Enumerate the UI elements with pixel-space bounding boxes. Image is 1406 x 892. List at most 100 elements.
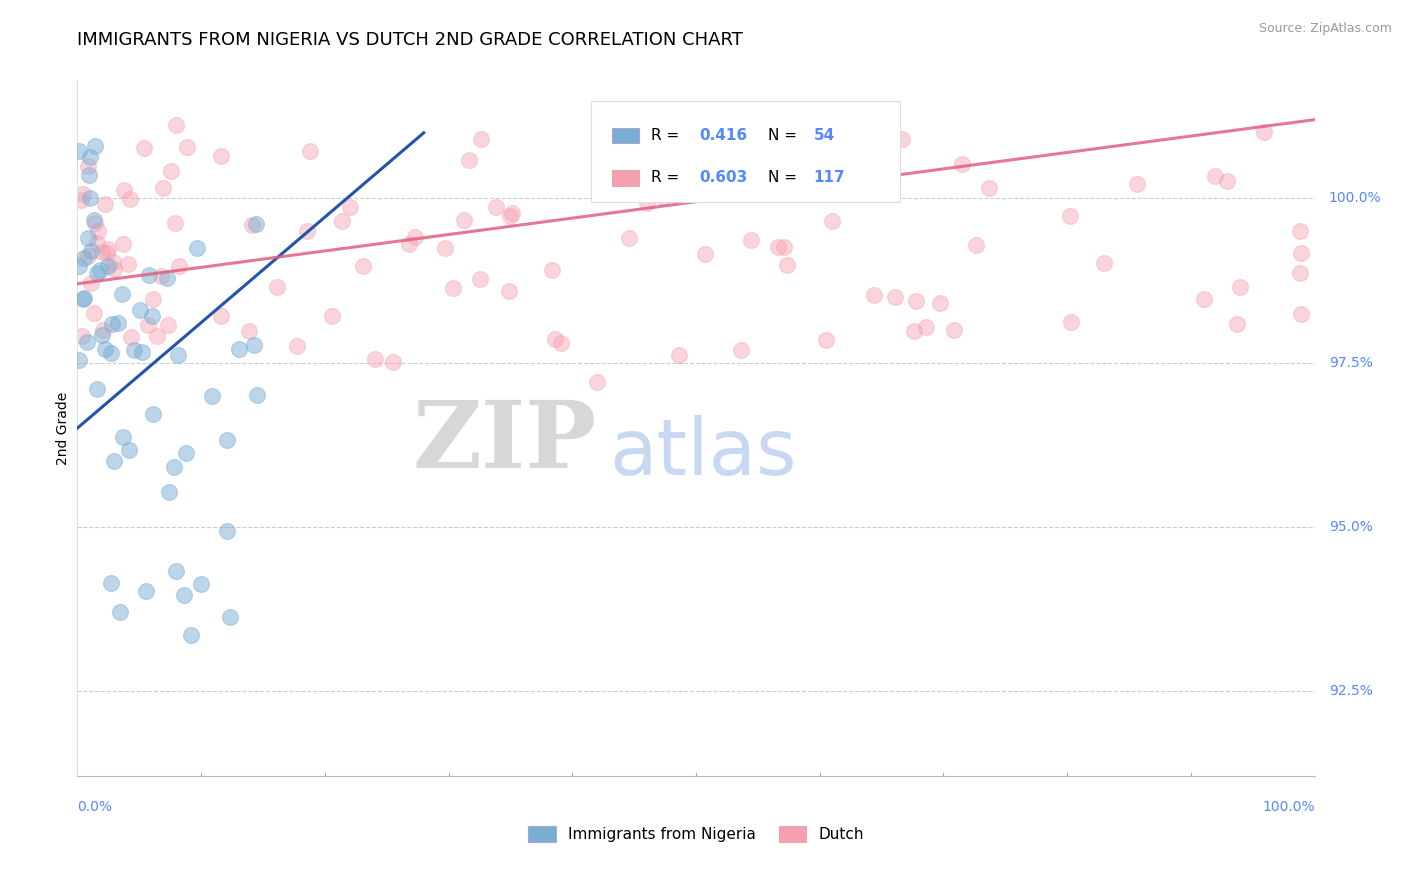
Point [152,180,174,194]
Text: R =: R = [651,128,685,143]
Text: 0.416: 0.416 [700,128,748,143]
Point [131,345,153,359]
Point [97,260,120,274]
Point [285,339,308,353]
Text: 97.5%: 97.5% [1329,356,1372,369]
Point [83,306,105,320]
Point [118,443,141,458]
Point [96,245,118,260]
Point [70,193,93,207]
Point [1059,209,1081,223]
Point [73,291,96,305]
Point [950,157,973,171]
Point [174,445,197,459]
Point [90,327,112,342]
Point [652,190,675,204]
Point [246,388,269,402]
Point [135,583,157,598]
Point [112,183,135,197]
Point [190,577,212,591]
Point [636,195,658,210]
Point [132,141,155,155]
Point [1126,178,1149,192]
Point [1092,256,1115,270]
Point [157,318,180,332]
Point [766,240,789,254]
Point [457,153,479,168]
FancyBboxPatch shape [591,101,900,202]
Point [122,343,145,357]
Point [100,575,122,590]
Point [586,375,609,389]
Text: 100.0%: 100.0% [1329,192,1381,205]
Point [86,236,108,251]
Point [266,279,288,293]
Point [298,145,321,159]
Point [150,269,173,284]
Point [965,238,987,252]
Point [245,217,267,231]
Point [173,588,195,602]
Point [176,140,198,154]
Point [1204,169,1226,183]
Point [93,323,115,337]
Point [541,262,564,277]
Point [501,205,523,219]
Point [67,260,90,274]
Point [773,240,796,254]
Point [1289,307,1312,321]
Text: 92.5%: 92.5% [1329,683,1372,698]
Point [382,355,405,369]
Point [70,329,93,343]
Point [209,149,232,163]
Text: N =: N = [768,170,801,186]
Point [364,352,387,367]
Point [1060,315,1083,329]
Point [120,330,142,344]
Point [619,231,641,245]
Point [138,268,160,282]
Point [740,233,762,247]
Point [111,430,134,444]
Point [903,324,925,338]
Point [433,241,456,255]
Point [118,193,141,207]
Text: 0.0%: 0.0% [77,800,112,814]
Point [146,329,169,343]
Point [498,284,520,298]
Point [165,119,187,133]
Point [1253,125,1275,139]
Point [620,186,643,200]
Legend: Immigrants from Nigeria, Dutch: Immigrants from Nigeria, Dutch [522,821,870,848]
Point [100,346,122,360]
Point [884,290,907,304]
Point [167,348,190,362]
Point [91,245,114,260]
Point [1216,174,1239,188]
Point [167,259,190,273]
Point [904,294,927,309]
Point [693,247,716,261]
Point [228,343,250,357]
Point [77,230,100,244]
Point [1288,224,1310,238]
Point [815,333,838,347]
Point [979,181,1001,195]
Point [110,605,132,619]
Point [112,236,135,251]
Text: ZIP: ZIP [413,397,598,487]
Point [544,332,567,346]
Point [86,266,108,280]
Bar [612,170,640,186]
Point [79,244,101,259]
Point [775,259,797,273]
Point [138,318,160,333]
Point [295,224,318,238]
Point [156,271,179,285]
Point [219,610,242,624]
Point [942,323,965,337]
Point [453,212,475,227]
Text: 0.603: 0.603 [700,170,748,186]
Point [1229,279,1251,293]
Point [243,337,266,351]
